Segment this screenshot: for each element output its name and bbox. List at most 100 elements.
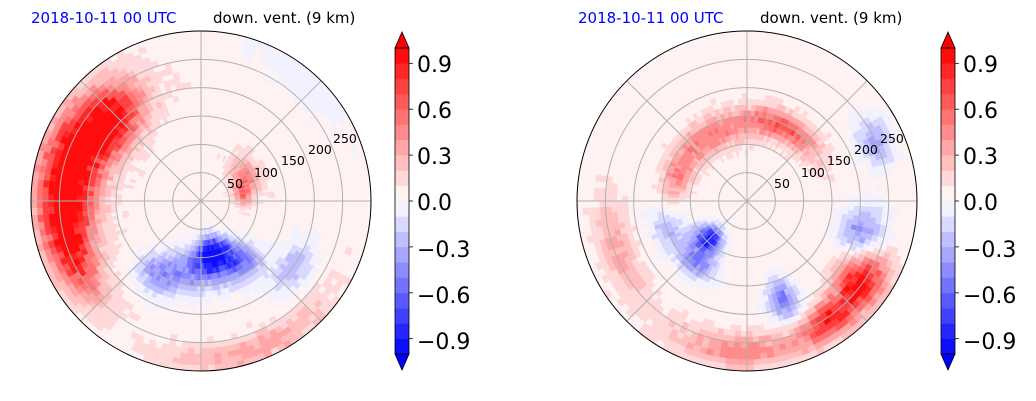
- field-cell: [898, 151, 906, 161]
- colorbar-right: [940, 31, 959, 371]
- field-cell: [737, 98, 744, 106]
- field-cell: [194, 268, 199, 275]
- field-cell: [732, 358, 741, 366]
- colorbar-segment: [395, 338, 409, 355]
- colorbar-segment: [395, 155, 409, 171]
- field-cell: [616, 297, 626, 307]
- field-cell: [865, 195, 872, 202]
- colorbar-left: [394, 31, 413, 371]
- polar-grid-left: [31, 31, 371, 371]
- field-cell: [875, 182, 883, 190]
- field-cell: [87, 200, 94, 207]
- polar-panel-right: 2018-10-11 00 UTC down. vent. (9 km) 50 …: [576, 9, 918, 372]
- field-cell: [59, 200, 66, 208]
- colorbar-segment: [395, 277, 409, 294]
- field-cell: [605, 206, 612, 214]
- field-cell: [256, 158, 264, 165]
- field-cell: [349, 144, 358, 154]
- field-cell: [110, 200, 117, 206]
- field-cell: [200, 291, 206, 298]
- field-cell: [194, 342, 202, 349]
- field-cell: [76, 195, 83, 202]
- field-cell: [616, 200, 623, 207]
- field-cell: [36, 186, 44, 195]
- field-cell: [748, 144, 753, 151]
- colorbar-segment: [941, 93, 955, 110]
- field-cell: [186, 358, 195, 366]
- field-cell: [205, 302, 211, 309]
- field-cell: [752, 341, 761, 349]
- field-cell: [59, 206, 66, 214]
- radial-tick-label: 100: [254, 165, 278, 180]
- field-cell: [70, 195, 77, 202]
- colorbar-segment: [395, 231, 409, 248]
- field-cell: [292, 225, 300, 232]
- angular-grid-line: [626, 200, 748, 322]
- field-cell: [314, 231, 322, 239]
- field-cell: [622, 200, 629, 207]
- field-cell: [667, 200, 674, 205]
- colorbar-segment: [395, 308, 409, 324]
- field-cell: [842, 209, 849, 215]
- field-cell: [214, 352, 222, 360]
- field-cell: [750, 104, 756, 111]
- field-cell: [746, 359, 755, 366]
- field-cell: [195, 257, 199, 264]
- field-cell: [214, 358, 223, 365]
- field-cell: [31, 200, 38, 209]
- field-cell: [738, 104, 744, 111]
- field-cell: [725, 358, 734, 365]
- field-cell: [825, 142, 834, 150]
- colorbar-segment: [395, 124, 409, 141]
- angular-grid-line: [200, 200, 322, 322]
- colorbar-tick-label: −0.6: [963, 284, 1016, 309]
- field-cell: [98, 204, 106, 211]
- colorbar-segment: [941, 292, 955, 309]
- field-cell: [743, 121, 748, 128]
- colorbar-extend-min: [940, 353, 956, 371]
- field-cell: [660, 142, 669, 150]
- field-cell: [876, 206, 884, 214]
- field-cell: [188, 285, 194, 292]
- field-cell: [667, 197, 674, 202]
- colorbar-segment: [395, 216, 409, 232]
- field-cell: [59, 188, 66, 196]
- angular-grid-line: [80, 80, 202, 202]
- field-cell: [824, 131, 833, 140]
- field-cell: [310, 265, 320, 275]
- colorbar-segment: [395, 292, 409, 309]
- field-cell: [193, 364, 202, 371]
- field-cell: [31, 185, 38, 195]
- field-cell: [870, 211, 878, 219]
- field-cell: [593, 187, 601, 195]
- colorbar-tick-label: 0.3: [417, 145, 452, 170]
- field-cell: [871, 195, 878, 202]
- colorbar-segment: [395, 139, 409, 156]
- colorbar-segment: [941, 139, 955, 156]
- field-cell: [876, 200, 884, 208]
- colorbar-segment: [395, 93, 409, 110]
- field-cell: [64, 200, 72, 208]
- field-cell: [104, 192, 111, 198]
- field-cell: [742, 104, 748, 111]
- field-cell: [750, 115, 755, 123]
- field-cell: [42, 200, 49, 209]
- field-cell: [36, 193, 43, 202]
- field-cell: [204, 296, 211, 304]
- field-cell: [759, 346, 768, 354]
- field-cell: [194, 347, 202, 355]
- field-cell: [186, 301, 193, 309]
- colorbar-segment: [395, 63, 409, 79]
- radial-tick-label: 150: [281, 153, 305, 168]
- field-cell: [749, 138, 753, 145]
- field-cell: [622, 195, 629, 202]
- field-cell: [582, 207, 590, 216]
- field-cell: [709, 98, 717, 106]
- colorbar-tick-label: −0.9: [963, 330, 1016, 355]
- colorbar-segment: [395, 262, 409, 278]
- angular-grid-line: [626, 80, 748, 202]
- field-cell: [98, 200, 106, 206]
- field-cell: [65, 177, 73, 185]
- field-cell: [746, 330, 754, 338]
